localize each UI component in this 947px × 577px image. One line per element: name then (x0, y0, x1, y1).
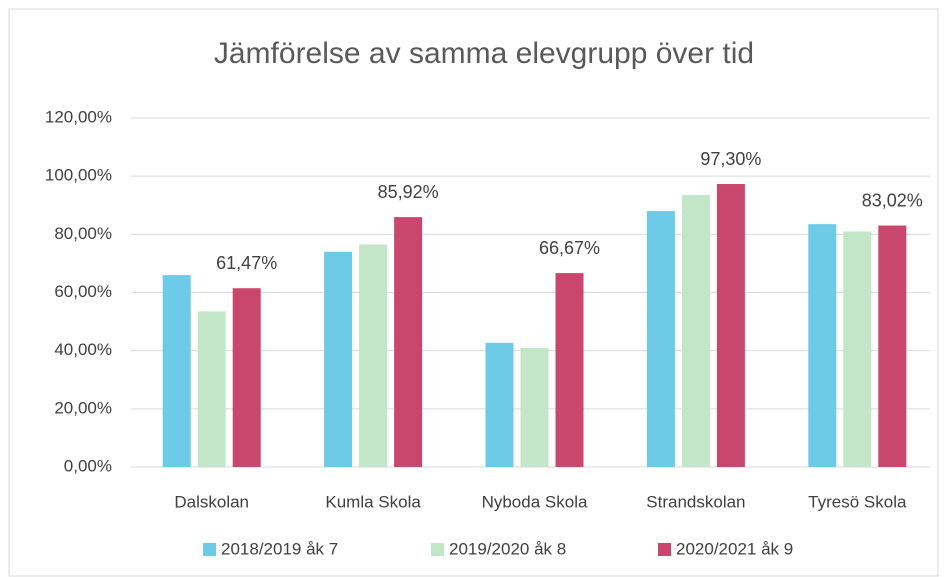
x-tick-label: Dalskolan (174, 492, 249, 511)
legend-swatch (431, 543, 444, 556)
bar (197, 311, 226, 467)
bar (394, 217, 423, 467)
bar (843, 231, 872, 467)
y-tick-label: 80,00% (54, 224, 112, 243)
data-label: 61,47% (216, 253, 277, 273)
data-label: 83,02% (862, 190, 923, 210)
y-tick-label: 100,00% (45, 166, 112, 185)
legend-swatch (203, 543, 216, 556)
x-tick-label: Kumla Skola (325, 492, 421, 511)
bar (232, 288, 261, 467)
bar (646, 211, 675, 467)
bar (716, 184, 745, 467)
bar (808, 224, 837, 467)
bar (359, 244, 388, 467)
x-tick-label: Nyboda Skola (482, 492, 588, 511)
y-tick-label: 0,00% (64, 456, 112, 475)
bar (324, 251, 353, 467)
legend-label: 2020/2021 åk 9 (676, 539, 793, 558)
chart-title: Jämförelse av samma elevgrupp över tid (214, 37, 754, 70)
legend-swatch (658, 543, 671, 556)
bar (485, 342, 514, 467)
y-tick-label: 60,00% (54, 282, 112, 301)
bar (681, 195, 710, 467)
y-tick-label: 40,00% (54, 340, 112, 359)
y-tick-label: 20,00% (54, 398, 112, 417)
x-tick-label: Strandskolan (646, 492, 745, 511)
x-tick-label: Tyresö Skola (808, 492, 907, 511)
bar (520, 347, 549, 467)
bar (162, 275, 191, 467)
data-label: 66,67% (539, 238, 600, 258)
data-label: 85,92% (378, 182, 439, 202)
data-label: 97,30% (700, 149, 761, 169)
legend-label: 2018/2019 åk 7 (221, 539, 338, 558)
legend-label: 2019/2020 åk 8 (449, 539, 566, 558)
bar (878, 225, 907, 467)
bar (555, 273, 584, 467)
y-tick-label: 120,00% (45, 107, 112, 126)
